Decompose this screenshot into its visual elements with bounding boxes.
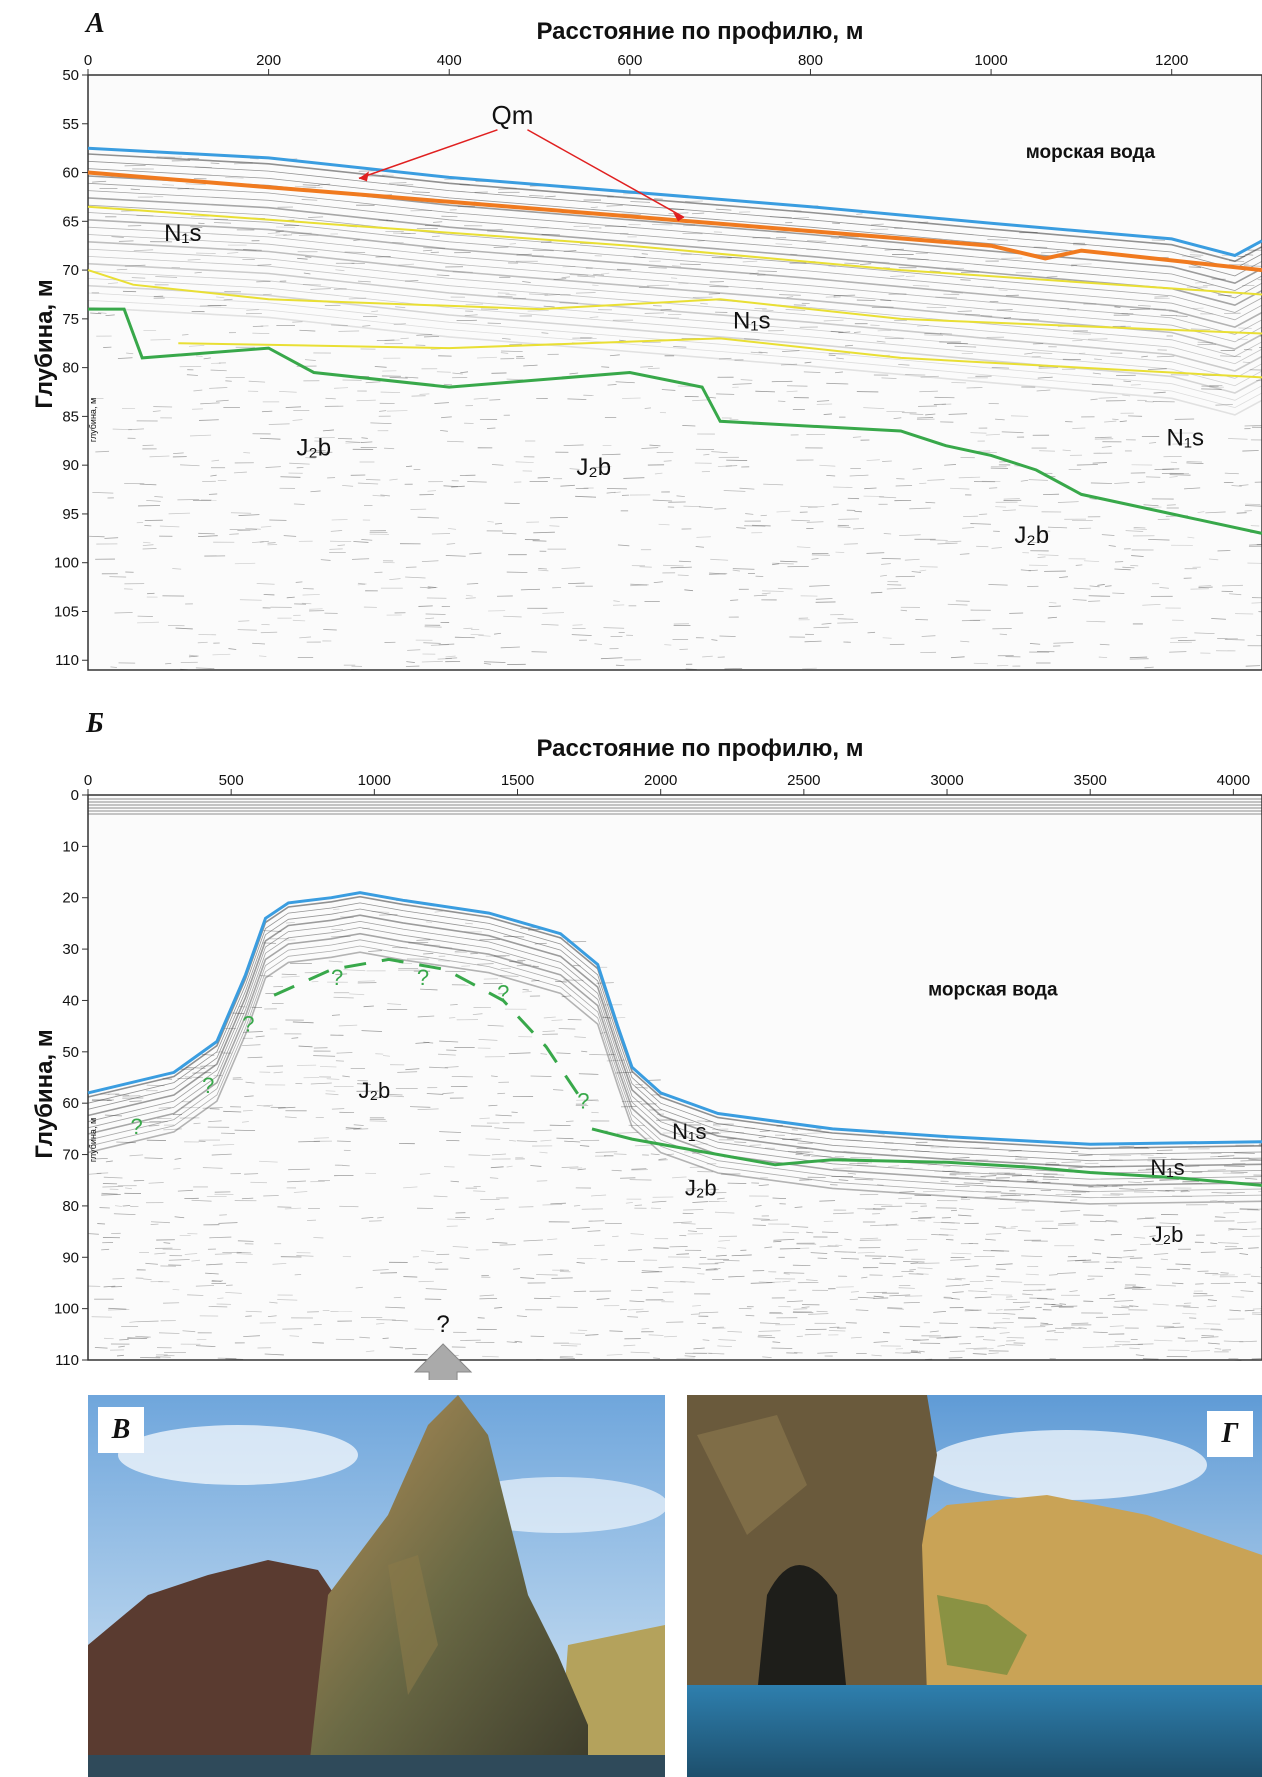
- qm-arrowhead-right: [673, 212, 685, 222]
- y-tick-label: 110: [55, 652, 79, 669]
- y-tick-label: 40: [62, 992, 79, 1009]
- y-tick-label: 30: [62, 941, 79, 958]
- n1s-horizon-middle: [87, 269, 1262, 335]
- uncertainty-question-mark: ?: [131, 1114, 143, 1139]
- y-tick-label: 60: [62, 165, 79, 182]
- qm-base-horizon: [87, 170, 1262, 273]
- x-tick-label: 1200: [1155, 52, 1188, 69]
- uncertainty-question-mark: ?: [242, 1011, 254, 1036]
- x-tick-label: 3000: [930, 772, 963, 789]
- water-label: морская вода: [1026, 142, 1156, 163]
- y-tick-label: 70: [62, 1147, 79, 1164]
- photo-rock-pinnacle: В: [88, 1395, 665, 1777]
- x-tick-label: 4000: [1217, 772, 1250, 789]
- y-tick-label: 75: [62, 311, 79, 328]
- formation-label: N₁s: [672, 1119, 706, 1144]
- y-tick-label: 0: [71, 787, 79, 804]
- formation-label: J₂b: [1152, 1222, 1184, 1247]
- y-tick-label: 80: [62, 360, 79, 377]
- uncertainty-question-mark: ?: [497, 980, 509, 1005]
- formation-label: J₂b: [358, 1078, 390, 1103]
- panel-letter-b: Б: [86, 708, 104, 739]
- formation-label: N₁s: [733, 308, 770, 335]
- formation-label: J₂b: [576, 454, 611, 481]
- y-tick-label: 90: [62, 457, 79, 474]
- plot-frame: [87, 794, 1262, 1361]
- y-tick-label: 55: [62, 116, 79, 133]
- water-label: морская вода: [928, 979, 1058, 1000]
- x-tick-label: 1000: [974, 52, 1007, 69]
- source-arrow: [413, 1343, 473, 1380]
- x-tick-label: 400: [437, 52, 462, 69]
- x-tick-label: 200: [256, 52, 281, 69]
- jurassic-top-horizon: [88, 307, 1262, 535]
- n1s-horizon-upper: [87, 205, 1262, 296]
- seismic-texture: [87, 798, 1262, 1361]
- y-tick-label: 65: [62, 213, 79, 230]
- inner-depth-label: глубина, м: [88, 1118, 98, 1162]
- x-tick-label: 0: [84, 772, 92, 789]
- qm-arrow-left: [358, 129, 498, 180]
- x-tick-label: 3500: [1074, 772, 1107, 789]
- y-tick-label: 100: [54, 1301, 79, 1318]
- panel-letter-c: В: [98, 1407, 144, 1453]
- y-tick-label: 50: [62, 67, 79, 84]
- jurassic-top-horizon: [591, 1127, 1262, 1187]
- y-tick-label: 10: [62, 838, 79, 855]
- uncertainty-question-mark: ?: [202, 1073, 214, 1098]
- seismic-texture: [87, 152, 1262, 671]
- n1s-horizon-lower: [178, 337, 1262, 379]
- x-tick-label: 500: [219, 772, 244, 789]
- y-tick-label: 80: [62, 1198, 79, 1215]
- arrow-question-mark: ?: [436, 1311, 449, 1338]
- x-axis-title-b: Расстояние по профилю, м: [536, 735, 864, 762]
- qm-label: Qm: [492, 100, 534, 130]
- uncertainty-question-mark: ?: [417, 965, 429, 990]
- y-tick-label: 90: [62, 1249, 79, 1266]
- x-tick-label: 2500: [787, 772, 820, 789]
- seismic-profile-b: 0 500 1000 1500 2000 2500 3000 3500 4000 0 10 20 30 4…: [54, 772, 1262, 1380]
- panel-letter-d: Г: [1207, 1411, 1253, 1457]
- y-tick-label: 105: [54, 603, 79, 620]
- seafloor-line: [87, 146, 1262, 258]
- x-tick-label: 0: [84, 52, 92, 69]
- inner-depth-label: глубина, м: [88, 398, 98, 442]
- qm-arrowhead-left: [358, 171, 369, 182]
- x-tick-label: 2000: [644, 772, 677, 789]
- y-tick-label: 60: [62, 1095, 79, 1112]
- formation-label: J₂b: [296, 434, 331, 461]
- x-tick-label: 1000: [358, 772, 391, 789]
- formation-label: N₁s: [164, 220, 201, 247]
- y-tick-label: 85: [62, 408, 79, 425]
- uncertainty-question-mark: ?: [577, 1088, 589, 1113]
- formation-label: J₂b: [685, 1176, 717, 1201]
- x-tick-label: 800: [798, 52, 823, 69]
- y-tick-label: 70: [62, 262, 79, 279]
- plot-frame: [87, 74, 1262, 671]
- seafloor-line: [87, 891, 1262, 1146]
- qm-arrow-right: [527, 129, 685, 219]
- formation-label: N₁s: [1167, 425, 1204, 452]
- uncertain-jurassic-top: [273, 957, 582, 1099]
- plot-background: [88, 75, 1262, 670]
- formation-label: J₂b: [1014, 522, 1049, 549]
- uncertainty-question-mark: ?: [331, 965, 343, 990]
- y-tick-label: 95: [62, 506, 79, 523]
- y-tick-label: 110: [55, 1352, 79, 1369]
- x-axis-title-a: Расстояние по профилю, м: [536, 18, 864, 45]
- x-tick-label: 600: [617, 52, 642, 69]
- y-tick-label: 50: [62, 1044, 79, 1061]
- formation-label: N₁s: [1150, 1155, 1184, 1180]
- plot-background: [88, 795, 1262, 1360]
- y-tick-label: 100: [54, 555, 79, 572]
- panel-letter-a: А: [86, 8, 105, 39]
- x-tick-label: 1500: [501, 772, 534, 789]
- photo-rock-arch: Г: [687, 1395, 1262, 1777]
- seismic-profile-a: 0 200 400 600 800 1000 1200 50 55 60 65 70 75 80 85 90 9…: [54, 52, 1262, 671]
- y-tick-label: 20: [62, 890, 79, 907]
